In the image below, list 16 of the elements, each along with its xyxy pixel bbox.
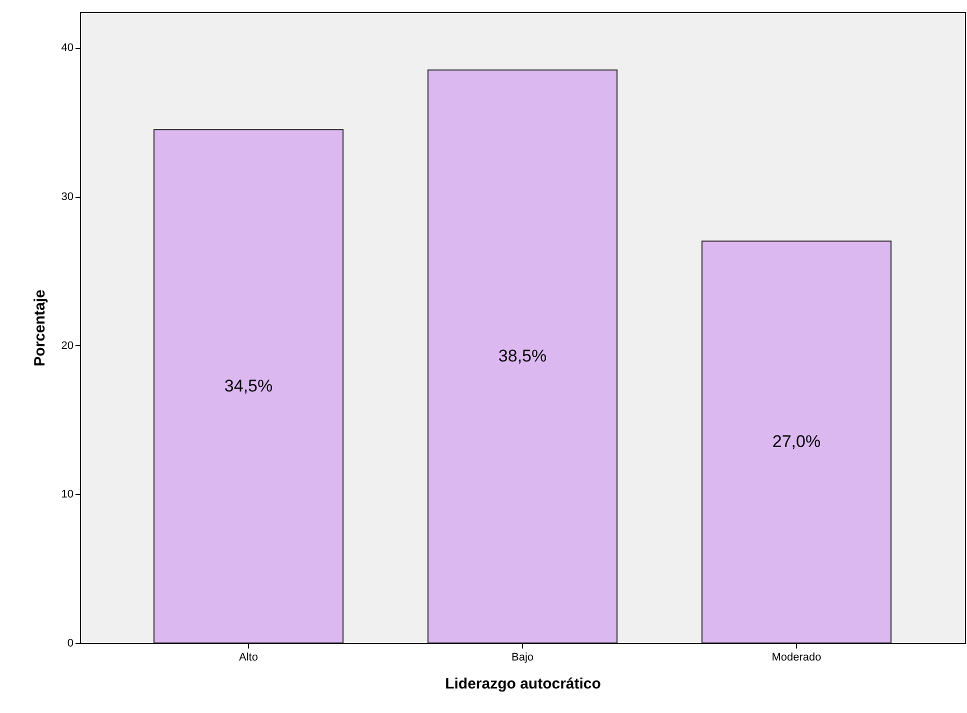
y-tick-label: 10 (61, 488, 74, 501)
y-axis-title: Porcentaje (31, 290, 48, 366)
y-tick-label: 20 (61, 340, 74, 352)
y-tick-label: 0 (67, 638, 74, 650)
y-tick-label: 30 (61, 191, 74, 204)
bar (153, 129, 344, 644)
bar (427, 70, 618, 644)
x-tick-label: Bajo (511, 652, 534, 664)
x-axis-title: Liderazgo autocrático (445, 676, 601, 692)
data-label: 38,5% (498, 346, 547, 366)
data-label: 27,0% (772, 432, 821, 452)
bar (701, 240, 892, 644)
x-tick-label: Alto (239, 652, 258, 664)
y-tick-label: 40 (61, 42, 74, 54)
x-tick-label: Moderado (772, 652, 822, 664)
data-label: 34,5% (224, 376, 273, 396)
